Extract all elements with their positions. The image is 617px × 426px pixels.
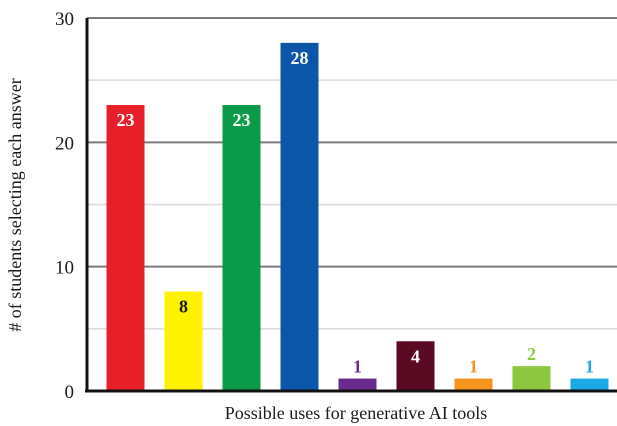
- bar-8: [512, 366, 551, 391]
- bars: [106, 42, 609, 392]
- y-tick-label-20: 20: [55, 133, 74, 154]
- bar-value-label-6: 4: [411, 346, 420, 366]
- bar-value-label-7: 1: [469, 357, 478, 377]
- x-axis-title: Possible uses for generative AI tools: [225, 403, 487, 423]
- bar-value-label-8: 2: [527, 344, 536, 364]
- bar-value-label-4: 28: [291, 48, 309, 68]
- bar-value-label-9: 1: [585, 357, 594, 377]
- y-tick-label-0: 0: [65, 382, 75, 403]
- y-tick-labels: 0 10 20 30: [55, 9, 74, 403]
- bar-1: [106, 105, 145, 392]
- gridlines: [87, 17, 617, 330]
- y-axis-title: # of students selecting each answer: [5, 78, 25, 331]
- y-tick-label-10: 10: [55, 258, 74, 279]
- bar-value-label-3: 23: [233, 110, 251, 130]
- bar-9: [570, 378, 609, 391]
- bar-6: [396, 341, 435, 391]
- bar-value-label-1: 23: [117, 110, 135, 130]
- y-tick-label-30: 30: [55, 9, 74, 30]
- data-labels: 23 8 23 28 1 4 1 2 1: [117, 48, 595, 377]
- bar-value-label-5: 1: [353, 357, 362, 377]
- bar-3: [222, 105, 261, 392]
- bar-7: [454, 378, 493, 391]
- bar-value-label-2: 8: [179, 297, 188, 317]
- bar-2: [164, 291, 203, 391]
- axes: [85, 18, 617, 393]
- bar-5: [338, 378, 377, 391]
- bar-4: [280, 42, 319, 391]
